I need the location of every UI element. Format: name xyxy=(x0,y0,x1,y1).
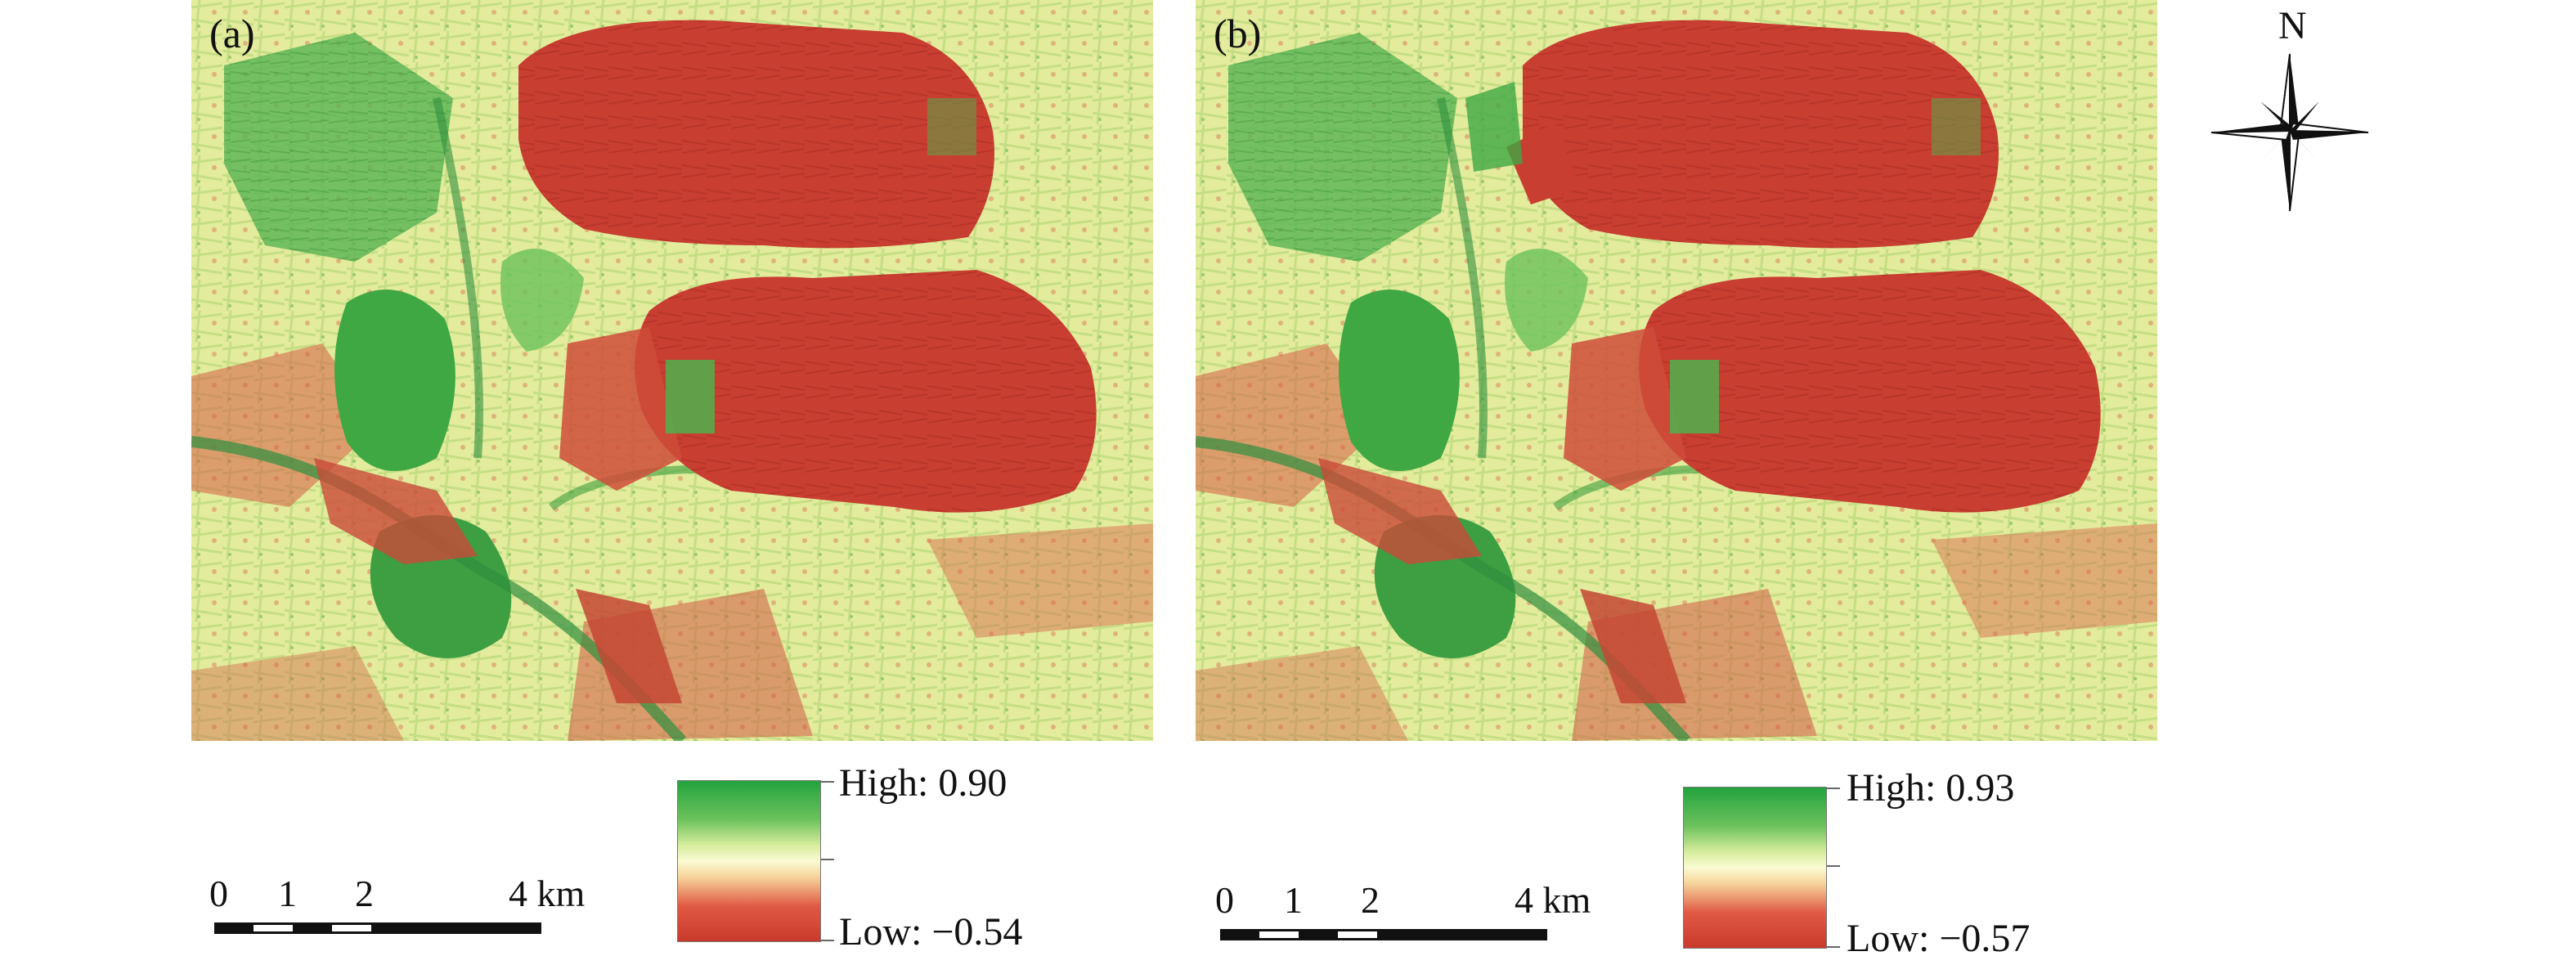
legend-tick xyxy=(821,940,834,941)
legend-high-label-b: High: 0.93 xyxy=(1847,766,2015,810)
panel-label-a: (a) xyxy=(209,11,255,56)
scale-tick-label: 1 xyxy=(278,873,297,914)
scale-tick-label: 4 km xyxy=(509,873,586,914)
panel-label-b: (b) xyxy=(1214,11,1262,56)
scale-bar-b: 0 1 2 4 km xyxy=(1215,882,1640,965)
legend-tick xyxy=(1827,946,1840,948)
ndvi-map-image-a xyxy=(191,0,1153,741)
ndvi-map-image-b xyxy=(1196,0,2157,741)
scale-tick-label: 0 xyxy=(1215,879,1234,921)
scale-bar-graphic xyxy=(1220,929,1547,940)
scale-tick-label: 2 xyxy=(1361,879,1380,921)
north-label: N xyxy=(2278,4,2307,47)
compass-rose-icon xyxy=(2210,53,2369,212)
legend-color-ramp-a xyxy=(677,780,821,942)
scale-bar-graphic xyxy=(214,922,541,934)
scale-tick-label: 1 xyxy=(1284,879,1303,921)
legend-tick xyxy=(1827,865,1840,867)
legend-low-label-a: Low: −0.54 xyxy=(839,910,1023,954)
legend-tick xyxy=(1827,788,1840,789)
scale-bar-a: 0 1 2 4 km xyxy=(209,875,635,965)
legend-high-label-a: High: 0.90 xyxy=(839,761,1008,805)
scale-tick-label: 2 xyxy=(355,873,374,914)
scale-tick-label: 4 km xyxy=(1515,879,1591,921)
map-panel-a: (a) xyxy=(191,0,1153,741)
legend-low-label-b: Low: −0.57 xyxy=(1847,917,2031,960)
legend-tick xyxy=(821,781,834,783)
map-panel-b: (b) xyxy=(1196,0,2157,741)
north-arrow: N xyxy=(2208,0,2372,221)
scale-tick-label: 0 xyxy=(209,873,228,914)
legend-tick xyxy=(821,859,834,860)
legend-color-ramp-b xyxy=(1683,787,1827,949)
